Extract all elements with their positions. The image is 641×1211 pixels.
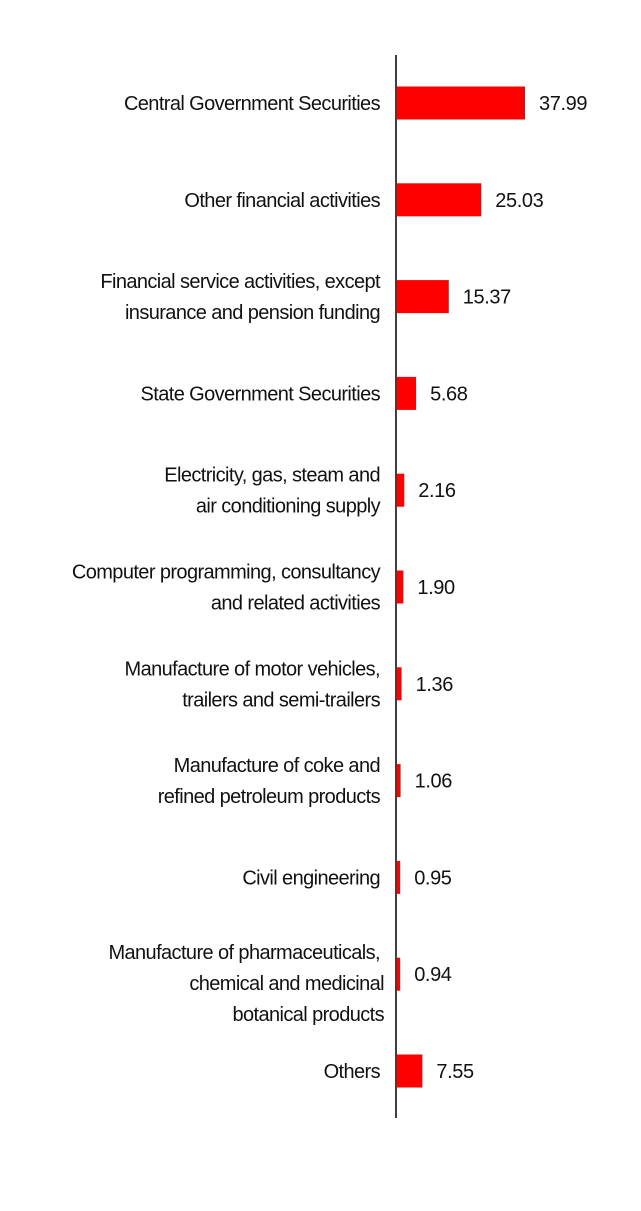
bar-7 — [397, 667, 402, 701]
category-labels-layer: Central Government Securities Other finan… — [72, 93, 385, 1083]
category-label-line: and related activities — [211, 593, 381, 615]
value-label-10: 0.94 — [414, 964, 452, 986]
bar-3 — [397, 280, 449, 314]
bar-11 — [397, 1054, 423, 1088]
value-label-8: 1.06 — [415, 771, 453, 793]
category-label-9: Civil engineering — [242, 867, 380, 889]
category-label-1: Central Government Securities — [124, 93, 381, 115]
category-label-5: Electricity, gas, steam and air condition… — [164, 465, 380, 518]
value-label-2: 25.03 — [495, 190, 543, 212]
category-label-8: Manufacture of coke and refined petroleum… — [158, 755, 381, 808]
category-label-4: State Government Securities — [141, 383, 381, 405]
bar-1 — [397, 86, 525, 120]
bar-2 — [397, 183, 482, 217]
value-label-9: 0.95 — [414, 867, 452, 889]
category-label-line: Other financial activities — [184, 190, 380, 212]
category-label-10: Manufacture of pharmaceuticals, chemical … — [108, 942, 384, 1026]
bar-5 — [397, 473, 405, 507]
category-label-line: Electricity, gas, steam and — [164, 465, 380, 487]
category-label-line: State Government Securities — [141, 383, 381, 405]
value-label-1: 37.99 — [539, 93, 587, 115]
bar-9 — [397, 860, 401, 894]
value-label-7: 1.36 — [416, 674, 454, 696]
category-label-line: Others — [324, 1061, 381, 1083]
category-label-11: Others — [324, 1061, 381, 1083]
category-label-line: Financial service activities, except — [100, 271, 381, 293]
value-label-5: 2.16 — [418, 480, 456, 502]
category-label-2: Other financial activities — [184, 190, 380, 212]
value-label-3: 15.37 — [463, 287, 511, 309]
category-label-line: chemical and medicinal — [189, 973, 384, 995]
bar-6 — [397, 570, 404, 604]
category-label-line: trailers and semi-trailers — [182, 689, 380, 711]
value-label-11: 7.55 — [436, 1061, 474, 1083]
category-label-line: Manufacture of coke and — [174, 755, 380, 777]
category-label-6: Computer programming, consultancy and rel… — [72, 562, 381, 615]
category-label-7: Manufacture of motor vehicles, trailers a… — [125, 658, 381, 711]
value-label-6: 1.90 — [417, 577, 455, 599]
category-label-line: insurance and pension funding — [125, 302, 380, 324]
category-label-line: Computer programming, consultancy — [72, 562, 381, 584]
category-label-3: Financial service activities, except insu… — [100, 271, 381, 324]
category-label-line: botanical products — [232, 1004, 384, 1026]
bar-4 — [397, 376, 417, 410]
category-label-line: Central Government Securities — [124, 93, 381, 115]
value-label-4: 5.68 — [430, 383, 468, 405]
bar-8 — [397, 764, 401, 798]
category-label-line: air conditioning supply — [196, 496, 381, 518]
category-label-line: Civil engineering — [242, 867, 380, 889]
bars-layer — [397, 86, 525, 1088]
bar-10 — [397, 957, 401, 991]
category-label-line: refined petroleum products — [158, 786, 381, 808]
category-label-line: Manufacture of pharmaceuticals, — [108, 942, 380, 964]
category-label-line: Manufacture of motor vehicles, — [125, 658, 380, 680]
value-labels-layer: 37.99 25.03 15.37 5.68 2.16 1.90 1.36 1.06 0.95 0… — [414, 93, 588, 1083]
